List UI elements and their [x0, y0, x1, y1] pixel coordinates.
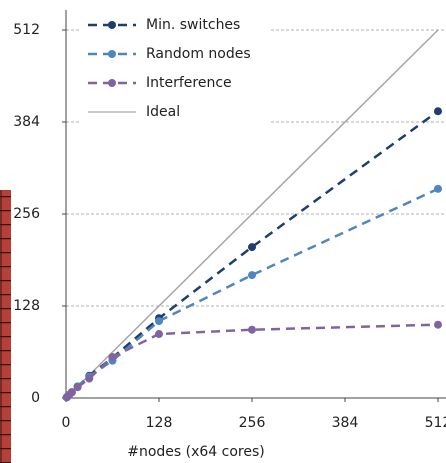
data-point [155, 330, 163, 339]
x-tick-label: 0 [62, 415, 71, 431]
legend-marker [108, 21, 116, 29]
series-line [65, 323, 439, 399]
legend-label: Interference [146, 75, 232, 91]
data-point [434, 107, 442, 116]
legend-marker [108, 79, 116, 87]
legend-label: Min. switches [146, 17, 240, 33]
brick-pattern [0, 190, 11, 463]
y-tick-label: 256 [13, 206, 40, 222]
y-tick-label: 128 [13, 298, 40, 314]
data-point [155, 317, 163, 326]
x-tick-label: 128 [146, 415, 173, 431]
legend-background [80, 12, 270, 124]
data-point [434, 320, 442, 329]
y-tick-label: 384 [13, 114, 40, 130]
brick-strip [0, 190, 11, 463]
data-point [248, 271, 256, 280]
x-axis-label: #nodes (x64 cores) [127, 444, 265, 460]
data-point [434, 184, 442, 193]
x-tick-label: 384 [332, 415, 359, 431]
legend-label: Ideal [146, 104, 180, 120]
legend-label: Random nodes [146, 46, 251, 62]
x-tick-label: 256 [239, 415, 266, 431]
data-point [248, 243, 256, 252]
y-tick-label: 0 [31, 390, 40, 406]
series-line [65, 187, 439, 399]
data-point [85, 374, 94, 383]
y-tick-label: 512 [13, 22, 40, 38]
data-point [67, 388, 76, 397]
data-point [73, 383, 82, 392]
legend-marker [108, 50, 116, 58]
series-line [65, 110, 439, 399]
data-point [108, 353, 117, 362]
data-point [248, 325, 256, 334]
x-tick-label: 512 [425, 415, 446, 431]
